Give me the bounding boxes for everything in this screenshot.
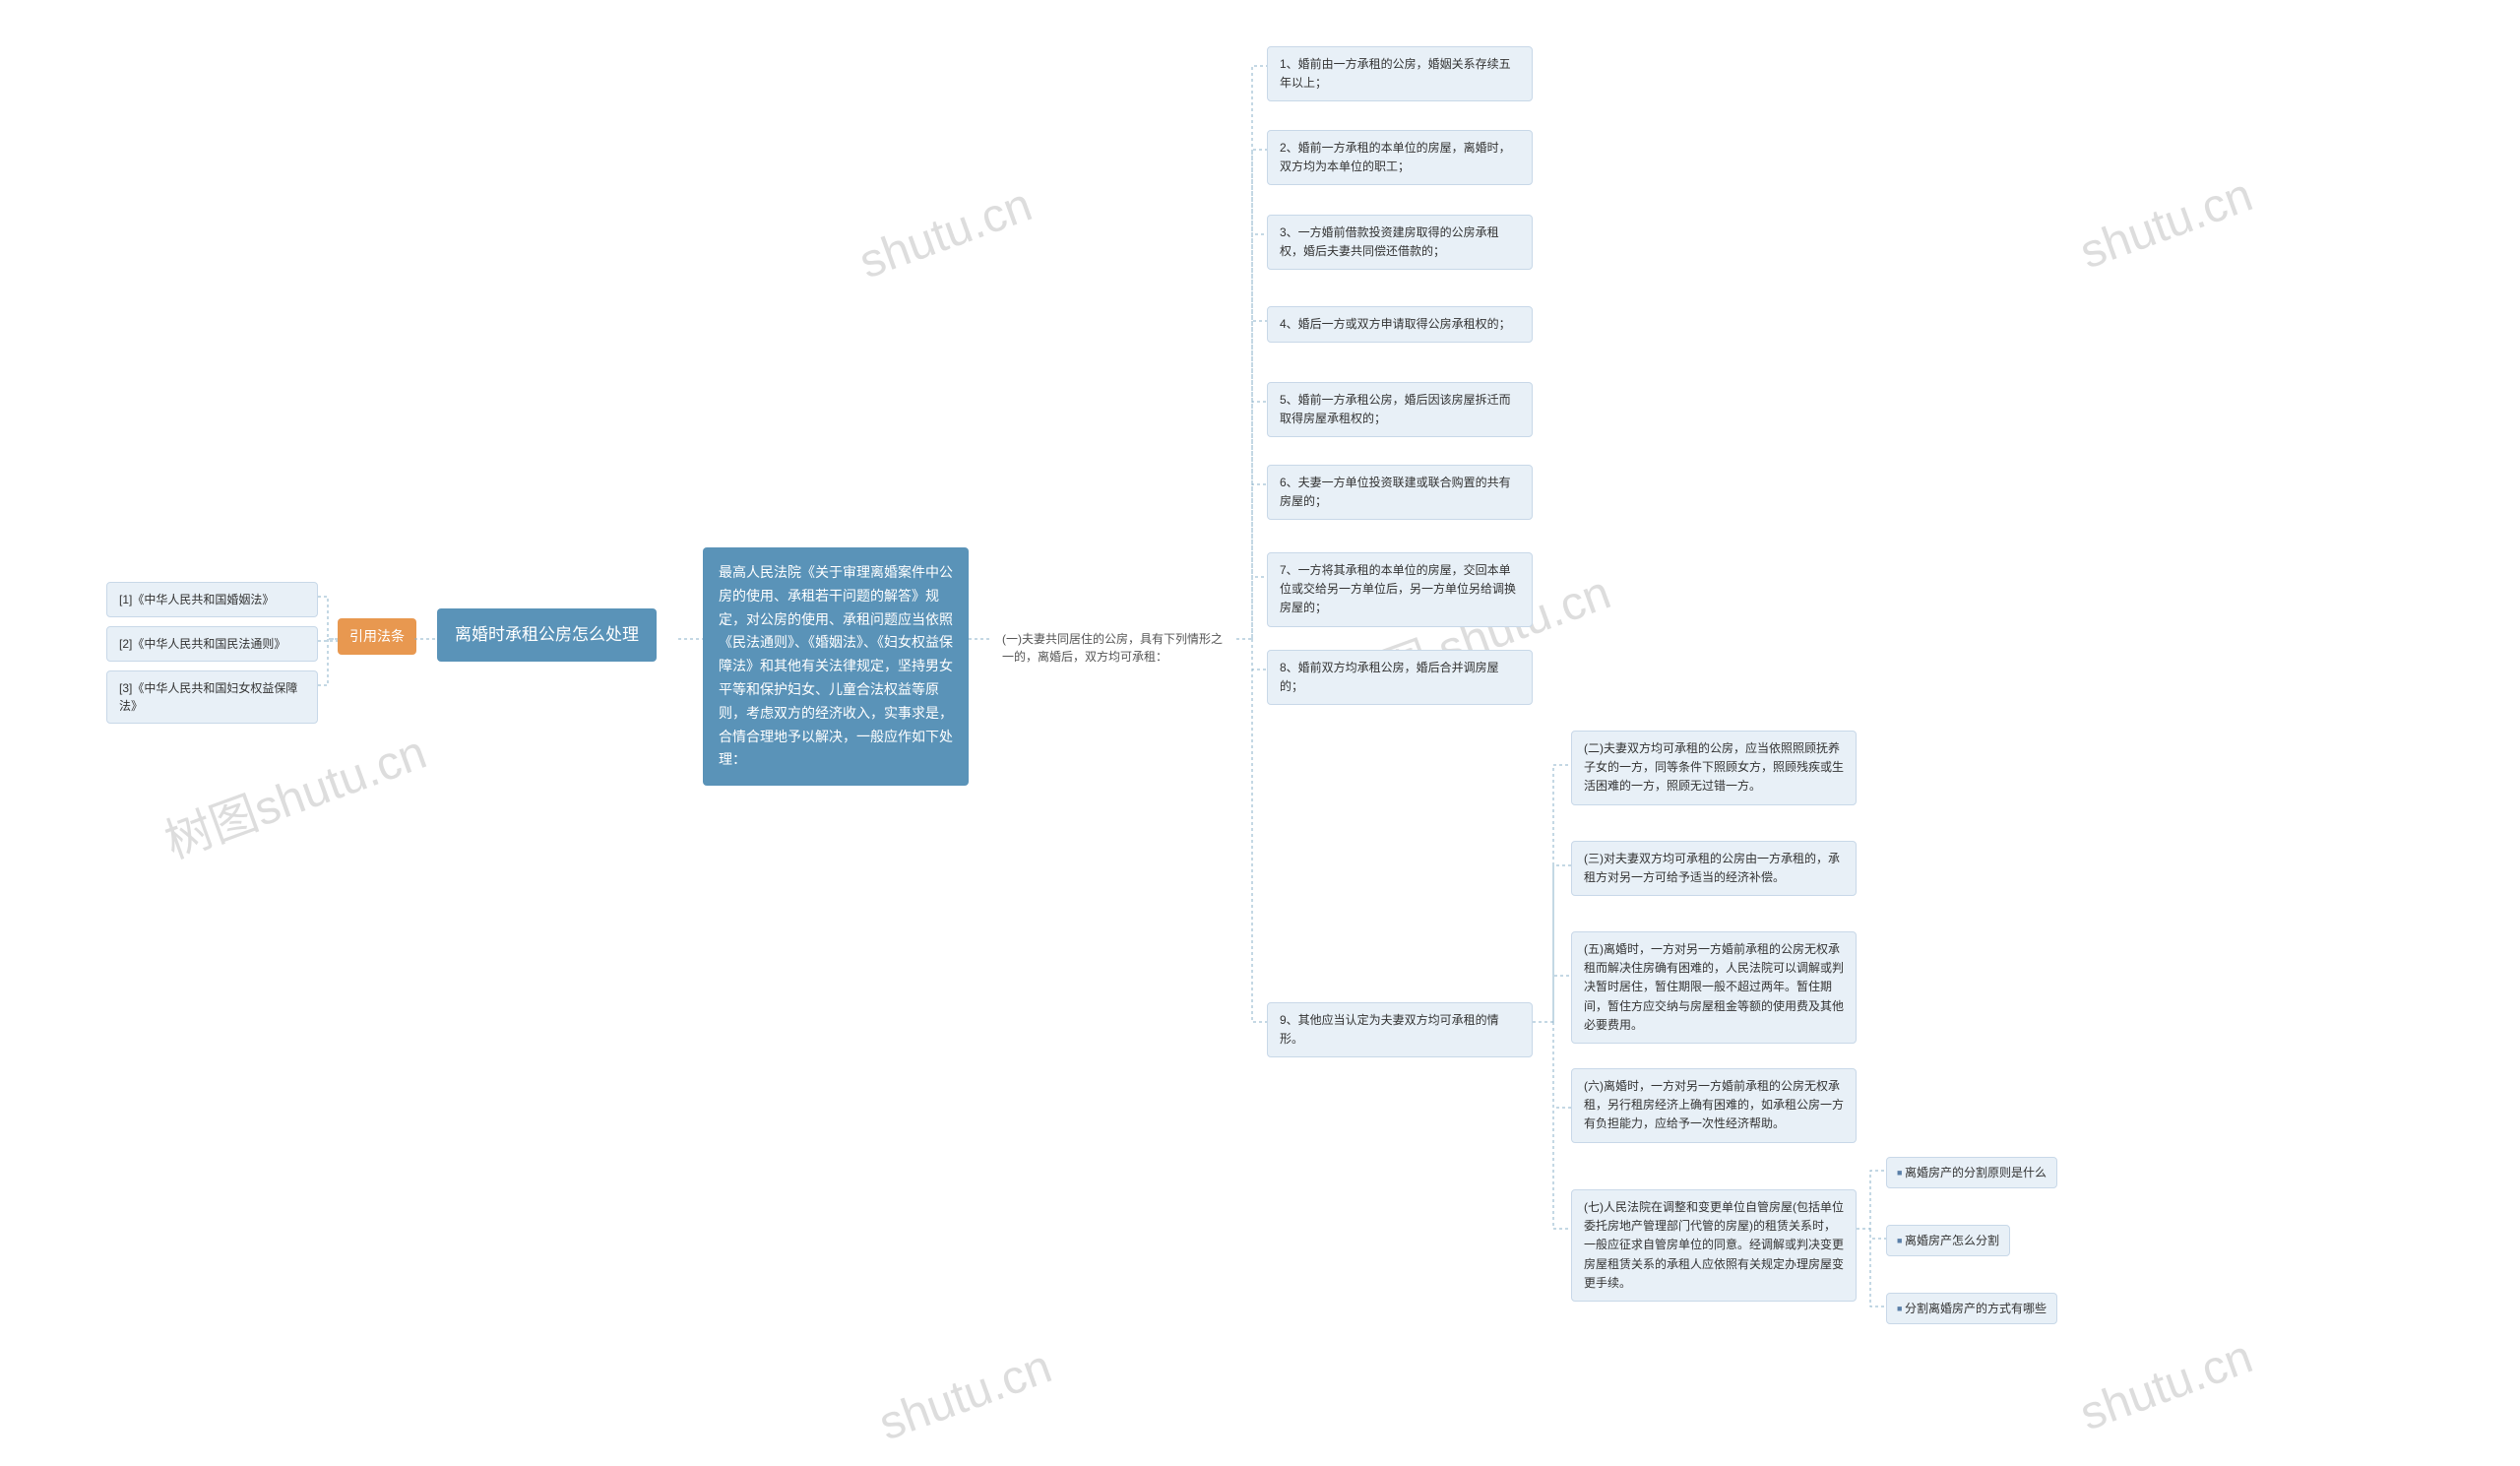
cite-label[interactable]: 引用法条 xyxy=(338,618,416,655)
link-2[interactable]: 离婚房产怎么分割 xyxy=(1886,1225,2010,1256)
watermark: 树图shutu.cn xyxy=(154,714,434,872)
link-1[interactable]: 离婚房产的分割原则是什么 xyxy=(1886,1157,2057,1188)
watermark: shutu.cn xyxy=(852,178,1039,290)
law-ref-1[interactable]: [1]《中华人民共和国婚姻法》 xyxy=(106,582,318,617)
item-5[interactable]: 5、婚前一方承租公房，婚后因该房屋拆迁而取得房屋承租权的； xyxy=(1267,382,1533,437)
watermark: shutu.cn xyxy=(2073,1330,2259,1442)
item-9[interactable]: 9、其他应当认定为夫妻双方均可承租的情形。 xyxy=(1267,1002,1533,1057)
sub-item-5[interactable]: (五)离婚时，一方对另一方婚前承租的公房无权承租而解决住房确有困难的，人民法院可… xyxy=(1571,931,1857,1044)
item-6[interactable]: 6、夫妻一方单位投资联建或联合购置的共有房屋的； xyxy=(1267,465,1533,520)
item-3[interactable]: 3、一方婚前借款投资建房取得的公房承租权，婚后夫妻共同偿还借款的； xyxy=(1267,215,1533,270)
watermark: shutu.cn xyxy=(2073,168,2259,281)
item-2[interactable]: 2、婚前一方承租的本单位的房屋，离婚时，双方均为本单位的职工； xyxy=(1267,130,1533,185)
item-7[interactable]: 7、一方将其承租的本单位的房屋，交回本单位或交给另一方单位后，另一方单位另给调换… xyxy=(1267,552,1533,627)
item-4[interactable]: 4、婚后一方或双方申请取得公房承租权的； xyxy=(1267,306,1533,343)
description: 最高人民法院《关于审理离婚案件中公房的使用、承租若干问题的解答》规定，对公房的使… xyxy=(703,547,969,786)
sub-item-6[interactable]: (六)离婚时，一方对另一方婚前承租的公房无权承租，另行租房经济上确有困难的，如承… xyxy=(1571,1068,1857,1143)
item-1[interactable]: 1、婚前由一方承租的公房，婚姻关系存续五年以上； xyxy=(1267,46,1533,101)
sub-item-3[interactable]: (三)对夫妻双方均可承租的公房由一方承租的，承租方对另一方可给予适当的经济补偿。 xyxy=(1571,841,1857,896)
sub-item-2[interactable]: (二)夫妻双方均可承租的公房，应当依照照顾抚养子女的一方，同等条件下照顾女方，照… xyxy=(1571,731,1857,805)
item-8[interactable]: 8、婚前双方均承租公房，婚后合并调房屋的； xyxy=(1267,650,1533,705)
section-one: (一)夫妻共同居住的公房，具有下列情形之一的，离婚后，双方均可承租： xyxy=(990,622,1236,673)
sub-item-7[interactable]: (七)人民法院在调整和变更单位自管房屋(包括单位委托房地产管理部门代管的房屋)的… xyxy=(1571,1189,1857,1302)
root-title[interactable]: 离婚时承租公房怎么处理 xyxy=(437,608,657,662)
watermark: shutu.cn xyxy=(872,1340,1058,1452)
link-3[interactable]: 分割离婚房产的方式有哪些 xyxy=(1886,1293,2057,1324)
connector-lines xyxy=(0,0,2520,1466)
law-ref-2[interactable]: [2]《中华人民共和国民法通则》 xyxy=(106,626,318,662)
law-ref-3[interactable]: [3]《中华人民共和国妇女权益保障法》 xyxy=(106,670,318,724)
